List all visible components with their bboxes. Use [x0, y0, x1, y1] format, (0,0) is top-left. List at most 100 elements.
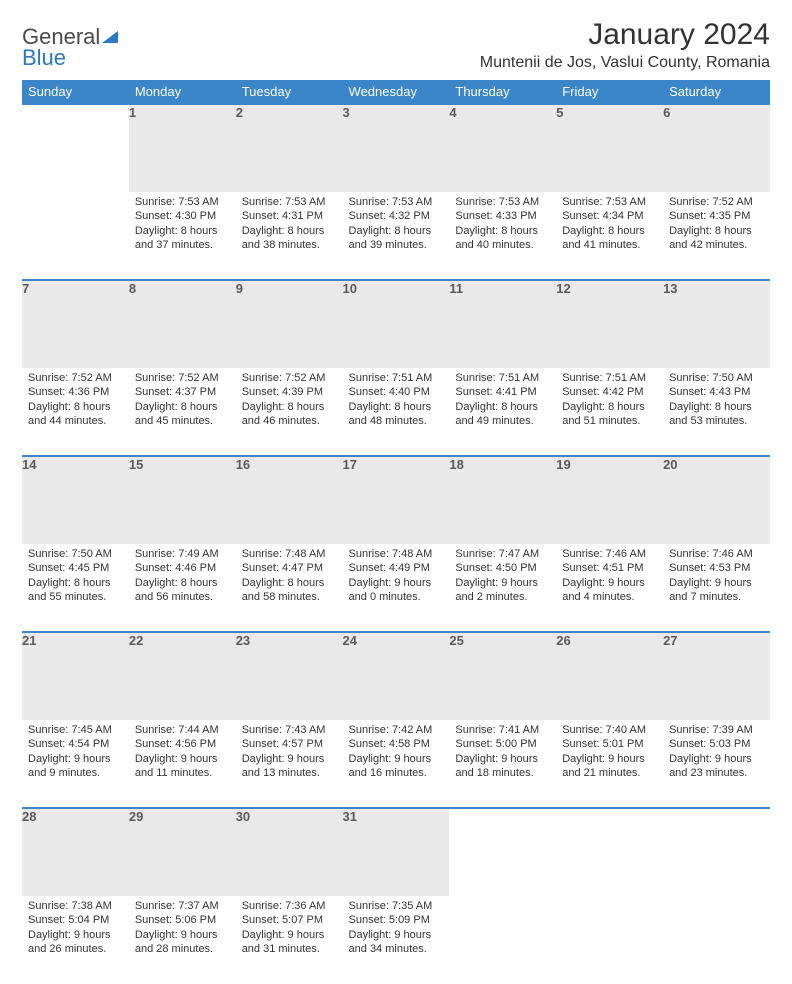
day-number-cell: 27 [663, 632, 770, 720]
day-line: Daylight: 9 hours [562, 576, 657, 590]
weekday-header: Sunday [22, 80, 129, 104]
day-line: Sunset: 5:07 PM [242, 913, 337, 927]
day-body: Sunrise: 7:48 AMSunset: 4:49 PMDaylight:… [343, 544, 450, 610]
week-body-row: Sunrise: 7:53 AMSunset: 4:30 PMDaylight:… [22, 192, 770, 280]
day-number-cell: 13 [663, 280, 770, 368]
day-number-cell: 20 [663, 456, 770, 544]
day-line: and 2 minutes. [455, 590, 550, 604]
week-body-row: Sunrise: 7:45 AMSunset: 4:54 PMDaylight:… [22, 720, 770, 808]
day-line: Daylight: 9 hours [562, 752, 657, 766]
day-line: Sunset: 4:42 PM [562, 385, 657, 399]
day-number-cell: 11 [449, 280, 556, 368]
day-line: and 34 minutes. [349, 942, 444, 956]
day-number-cell: 4 [449, 104, 556, 192]
day-line: Sunrise: 7:50 AM [28, 547, 123, 561]
day-line: Sunrise: 7:52 AM [28, 371, 123, 385]
day-number: 2 [236, 105, 243, 120]
day-body: Sunrise: 7:52 AMSunset: 4:36 PMDaylight:… [22, 368, 129, 434]
day-body-cell: Sunrise: 7:52 AMSunset: 4:37 PMDaylight:… [129, 368, 236, 456]
day-body-cell: Sunrise: 7:48 AMSunset: 4:49 PMDaylight:… [343, 544, 450, 632]
day-number: 22 [129, 633, 143, 648]
day-line: Sunrise: 7:46 AM [669, 547, 764, 561]
day-line: Daylight: 9 hours [28, 928, 123, 942]
day-line: Daylight: 8 hours [135, 400, 230, 414]
day-line: Sunrise: 7:53 AM [135, 195, 230, 209]
day-line: and 42 minutes. [669, 238, 764, 252]
day-line: Daylight: 9 hours [669, 752, 764, 766]
week-daynum-row: 2829 30 31 [22, 808, 770, 896]
day-line: Sunset: 4:31 PM [242, 209, 337, 223]
day-number-cell: 8 [129, 280, 236, 368]
day-body: Sunrise: 7:52 AMSunset: 4:37 PMDaylight:… [129, 368, 236, 434]
day-number: 30 [236, 809, 250, 824]
week-body-row: Sunrise: 7:38 AMSunset: 5:04 PMDaylight:… [22, 896, 770, 984]
day-line: Sunset: 4:49 PM [349, 561, 444, 575]
day-line: Sunrise: 7:35 AM [349, 899, 444, 913]
day-line: and 41 minutes. [562, 238, 657, 252]
brand-mark-icon [102, 31, 118, 43]
day-line: Sunset: 5:00 PM [455, 737, 550, 751]
day-line: Sunrise: 7:50 AM [669, 371, 764, 385]
day-body-cell: Sunrise: 7:50 AMSunset: 4:43 PMDaylight:… [663, 368, 770, 456]
day-line: Sunrise: 7:46 AM [562, 547, 657, 561]
day-number: 9 [236, 281, 243, 296]
day-number: 29 [129, 809, 143, 824]
day-line: Sunrise: 7:52 AM [669, 195, 764, 209]
day-body-cell: Sunrise: 7:43 AMSunset: 4:57 PMDaylight:… [236, 720, 343, 808]
day-line: Sunset: 4:54 PM [28, 737, 123, 751]
day-number: 18 [449, 457, 463, 472]
day-line: Daylight: 8 hours [242, 224, 337, 238]
day-line: Sunrise: 7:39 AM [669, 723, 764, 737]
day-body: Sunrise: 7:47 AMSunset: 4:50 PMDaylight:… [449, 544, 556, 610]
day-number: 1 [129, 105, 136, 120]
day-line: Sunset: 4:41 PM [455, 385, 550, 399]
day-line: Sunset: 4:46 PM [135, 561, 230, 575]
day-line: Daylight: 9 hours [28, 752, 123, 766]
weekday-header: Thursday [449, 80, 556, 104]
day-body-cell: Sunrise: 7:39 AMSunset: 5:03 PMDaylight:… [663, 720, 770, 808]
day-line: and 51 minutes. [562, 414, 657, 428]
day-body: Sunrise: 7:53 AMSunset: 4:33 PMDaylight:… [449, 192, 556, 258]
day-line: and 37 minutes. [135, 238, 230, 252]
day-body [663, 896, 770, 905]
day-line: Sunrise: 7:40 AM [562, 723, 657, 737]
day-number-cell: 12 [556, 280, 663, 368]
day-line: and 58 minutes. [242, 590, 337, 604]
day-body [449, 896, 556, 905]
day-body-cell: Sunrise: 7:53 AMSunset: 4:33 PMDaylight:… [449, 192, 556, 280]
day-line: Daylight: 8 hours [562, 400, 657, 414]
day-body-cell [449, 896, 556, 984]
day-body-cell: Sunrise: 7:49 AMSunset: 4:46 PMDaylight:… [129, 544, 236, 632]
day-number: 17 [343, 457, 357, 472]
day-number: 11 [449, 281, 463, 296]
day-line: Sunset: 4:34 PM [562, 209, 657, 223]
day-number-cell: 14 [22, 456, 129, 544]
day-number-cell: 19 [556, 456, 663, 544]
day-number-cell: 31 [343, 808, 450, 896]
day-number-cell: 18 [449, 456, 556, 544]
day-line: Daylight: 8 hours [135, 224, 230, 238]
day-number-cell: 15 [129, 456, 236, 544]
day-body: Sunrise: 7:39 AMSunset: 5:03 PMDaylight:… [663, 720, 770, 786]
day-line: Sunrise: 7:52 AM [135, 371, 230, 385]
month-title: January 2024 [480, 18, 770, 52]
day-number: 26 [556, 633, 570, 648]
day-number-cell: 29 [129, 808, 236, 896]
day-body-cell: Sunrise: 7:53 AMSunset: 4:34 PMDaylight:… [556, 192, 663, 280]
day-line: and 21 minutes. [562, 766, 657, 780]
day-line: Sunrise: 7:43 AM [242, 723, 337, 737]
day-body: Sunrise: 7:44 AMSunset: 4:56 PMDaylight:… [129, 720, 236, 786]
day-body-cell: Sunrise: 7:52 AMSunset: 4:35 PMDaylight:… [663, 192, 770, 280]
day-body: Sunrise: 7:52 AMSunset: 4:39 PMDaylight:… [236, 368, 343, 434]
day-number-cell [22, 104, 129, 192]
location-text: Muntenii de Jos, Vaslui County, Romania [480, 54, 770, 72]
day-line: Sunrise: 7:47 AM [455, 547, 550, 561]
day-number-cell [556, 808, 663, 896]
day-number: 13 [663, 281, 677, 296]
day-body-cell [556, 896, 663, 984]
day-number-cell: 28 [22, 808, 129, 896]
day-line: Sunset: 4:51 PM [562, 561, 657, 575]
day-body: Sunrise: 7:46 AMSunset: 4:53 PMDaylight:… [663, 544, 770, 610]
day-body: Sunrise: 7:42 AMSunset: 4:58 PMDaylight:… [343, 720, 450, 786]
day-line: Sunset: 4:56 PM [135, 737, 230, 751]
